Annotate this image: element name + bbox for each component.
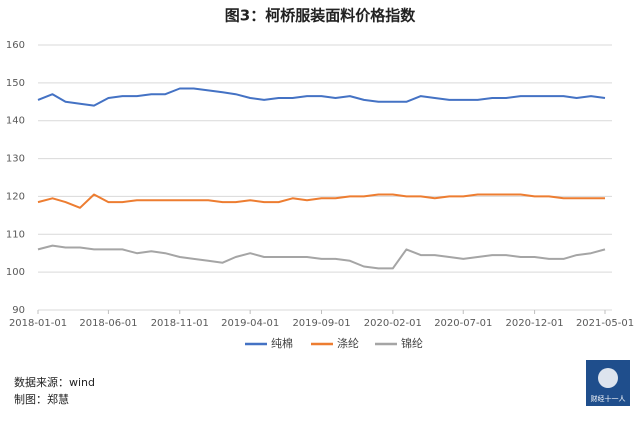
x-tick-label: 2019-09-01	[292, 318, 350, 329]
logo-globe	[598, 368, 618, 388]
legend-label: 纯棉	[271, 336, 293, 350]
legend-label: 锦纶	[401, 336, 423, 350]
x-tick-label: 2020-12-01	[506, 318, 564, 329]
y-tick-label: 160	[6, 40, 25, 51]
x-tick-label: 2019-04-01	[221, 318, 279, 329]
y-tick-label: 150	[6, 78, 25, 89]
x-tick-label: 2021-05-01	[576, 318, 634, 329]
line-series	[37, 244, 606, 270]
logo-text: 财经十一人	[591, 394, 626, 403]
chart-title: 图3：柯桥服装面料价格指数	[225, 7, 416, 25]
y-tick-label: 130	[6, 154, 25, 165]
x-tick-label: 2018-11-01	[151, 318, 209, 329]
source: 数据来源：wind	[14, 375, 95, 389]
y-tick-label: 140	[6, 116, 25, 127]
x-tick-label: 2020-07-01	[434, 318, 492, 329]
y-tick-label: 120	[6, 191, 25, 202]
legend-label: 涤纶	[337, 336, 359, 350]
y-tick-label: 100	[6, 267, 25, 278]
author: 制图：郑慧	[14, 392, 69, 406]
x-tick-label: 2020-02-01	[364, 318, 422, 329]
y-tick-label: 90	[12, 305, 25, 316]
line-series	[37, 193, 605, 209]
x-tick-label: 2018-06-01	[79, 318, 137, 329]
x-tick-label: 2018-01-01	[9, 318, 67, 329]
line-series	[37, 87, 606, 107]
y-tick-label: 110	[6, 229, 25, 240]
